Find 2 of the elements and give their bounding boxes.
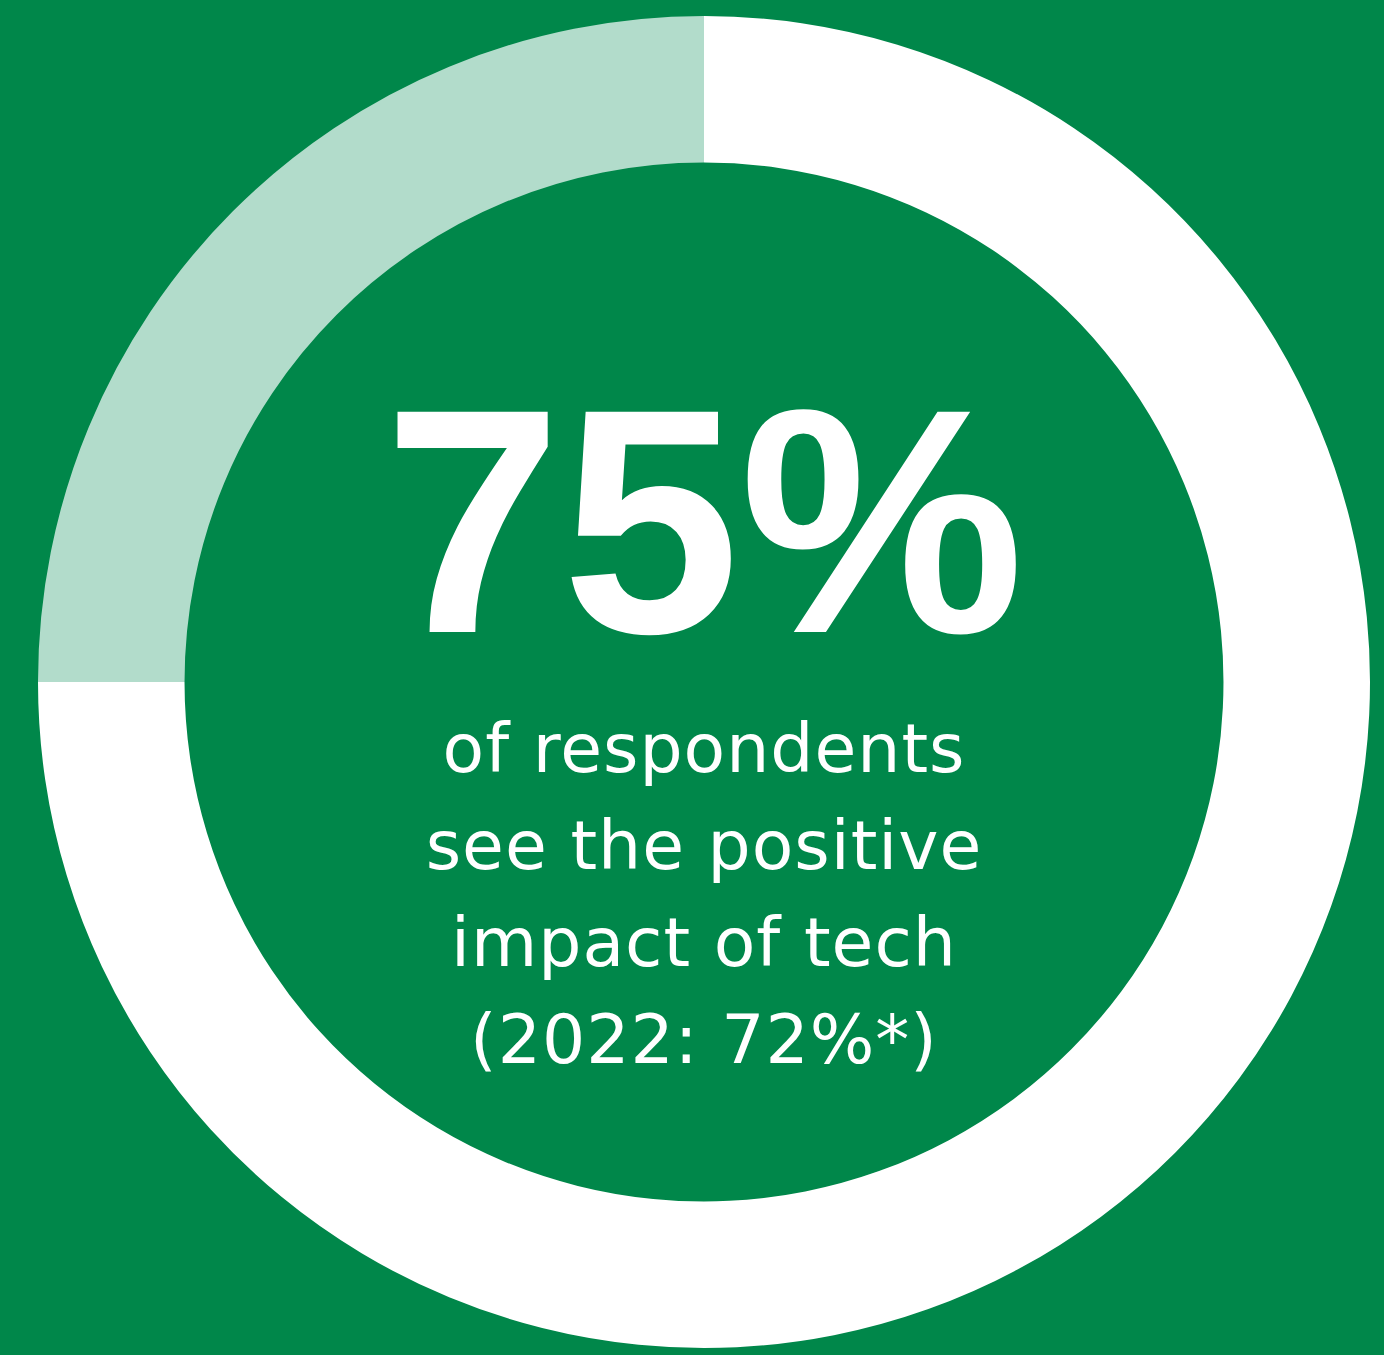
text: of respondents see the positive impact of tech (2022: 72%*) — [424, 708, 984, 1081]
data-label: 75% — [383, 342, 1025, 700]
